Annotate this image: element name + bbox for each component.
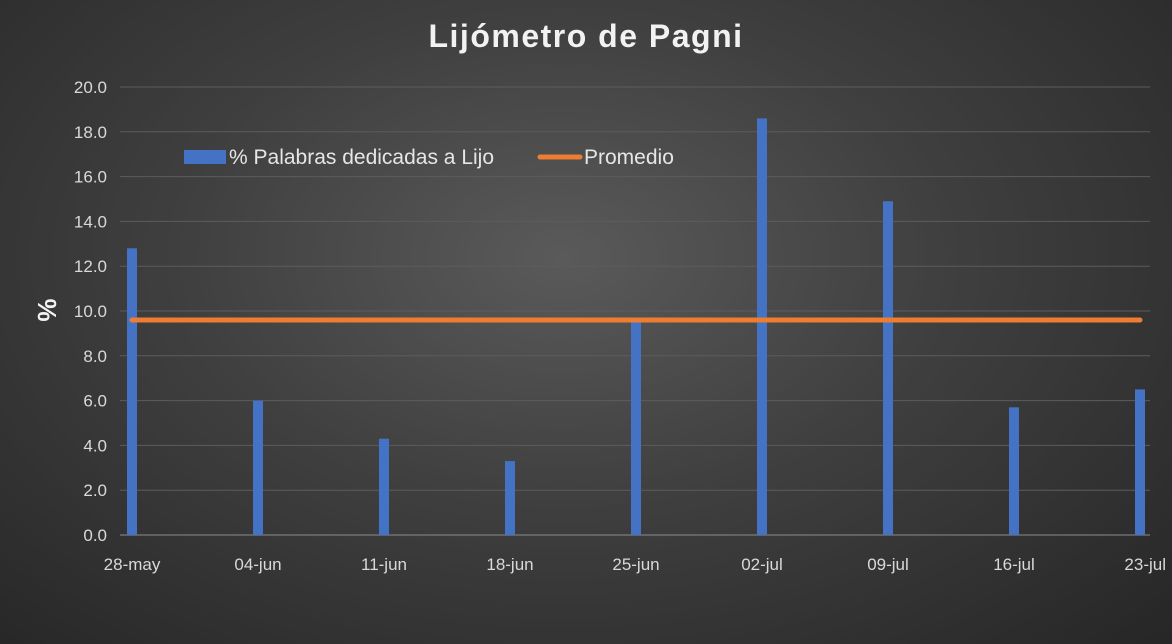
y-tick-label: 12.0 — [74, 257, 107, 276]
x-tick-label: 02-jul — [741, 555, 783, 574]
x-tick-label: 23-jul — [1124, 555, 1166, 574]
bar-series — [127, 118, 1145, 536]
y-tick-label: 18.0 — [74, 123, 107, 142]
bar — [379, 438, 389, 535]
y-tick-label: 14.0 — [74, 212, 107, 231]
x-tick-label: 11-jun — [361, 555, 407, 574]
bar — [505, 461, 515, 535]
y-tick-label: 0.0 — [83, 526, 107, 545]
x-tick-label: 25-jun — [612, 555, 659, 574]
chart-title: Lijómetro de Pagni — [428, 18, 744, 54]
y-axis-ticks: 0.0 2.0 4.0 6.0 8.0 10.0 12.0 14.0 16.0 18.0 20.0 — [74, 78, 107, 545]
legend-label-line: Promedio — [584, 146, 674, 169]
x-axis-ticks: 28-may 04-jun 11-jun 18-jun 25-jun 02-jul 09-j… — [104, 555, 1166, 574]
x-tick-label: 18-jun — [486, 555, 533, 574]
x-tick-label: 28-may — [104, 555, 161, 574]
bar — [883, 201, 893, 536]
bar — [253, 400, 263, 535]
y-tick-label: 10.0 — [74, 302, 107, 321]
bar — [127, 248, 137, 535]
y-tick-label: 16.0 — [74, 168, 107, 187]
legend-label-bars: % Palabras dedicadas a Lijo — [229, 146, 494, 169]
y-tick-label: 4.0 — [83, 436, 107, 455]
x-tick-label: 16-jul — [993, 555, 1035, 574]
legend-swatch-bars — [184, 150, 226, 164]
x-tick-label: 09-jul — [867, 555, 909, 574]
legend: % Palabras dedicadas a Lijo Promedio — [184, 146, 674, 169]
y-tick-label: 8.0 — [83, 347, 107, 366]
y-tick-label: 20.0 — [74, 78, 107, 97]
y-tick-label: 6.0 — [83, 392, 107, 411]
y-axis-title: % — [32, 298, 62, 321]
bar — [757, 118, 767, 536]
bar — [1135, 389, 1145, 535]
x-tick-label: 04-jun — [234, 555, 281, 574]
y-tick-label: 2.0 — [83, 481, 107, 500]
bar — [1009, 407, 1019, 535]
bar — [631, 322, 641, 535]
